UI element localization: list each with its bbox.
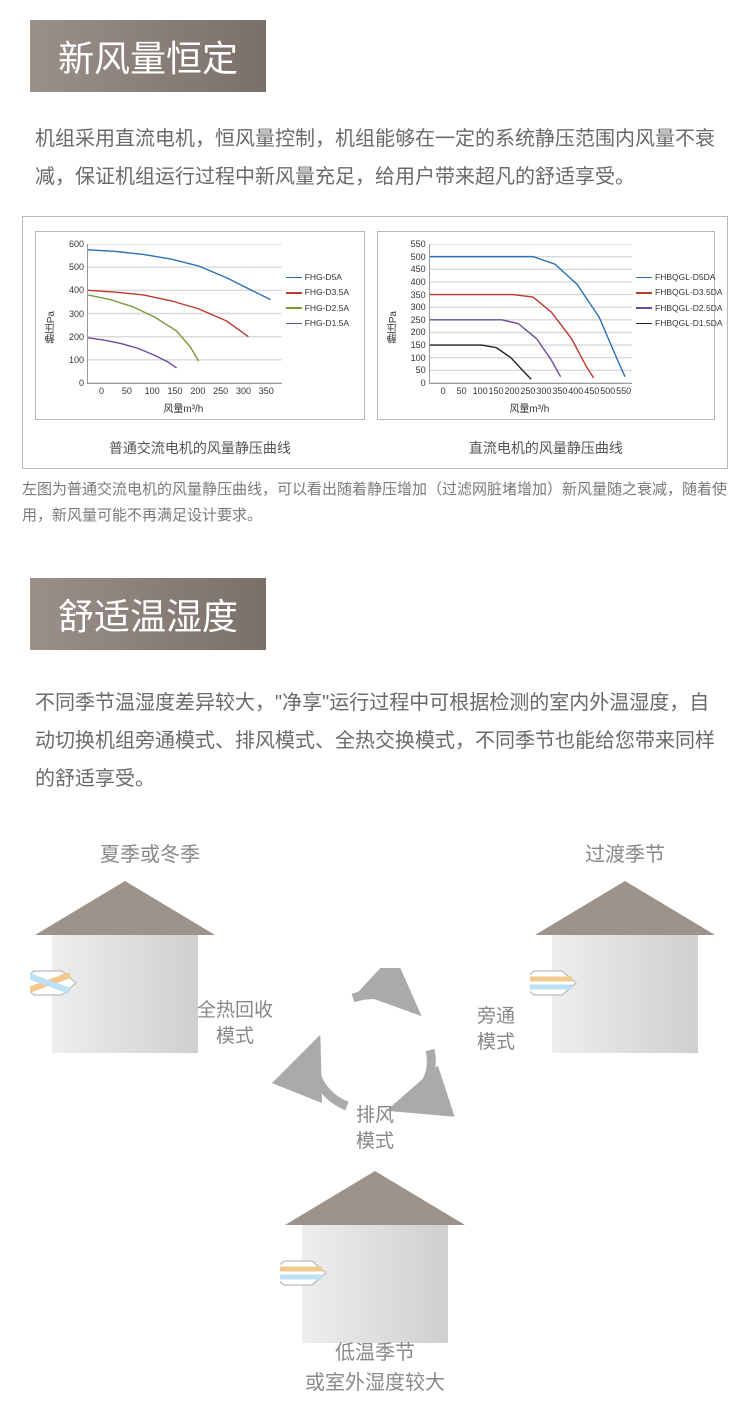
chart2-caption: 直流电机的风量静压曲线	[469, 438, 623, 458]
chart2-panel: 静压Pa 050100150200250300350400450500550 0…	[377, 231, 715, 458]
chart1-plot: 0100200300400500600	[87, 244, 282, 384]
house-label-right: 过渡季节	[585, 838, 665, 867]
charts-container: 静压Pa 0100200300400500600 050100150200250…	[22, 216, 728, 469]
chart2-ylabel: 静压Pa	[384, 311, 403, 343]
house-right	[530, 873, 720, 1063]
chart1-xlabel: 风量m³/h	[85, 400, 282, 415]
chart1-legend: FHG-D5AFHG-D3.5AFHG-D2.5AFHG-D1.5A	[282, 240, 358, 415]
chart1-caption: 普通交流电机的风量静压曲线	[109, 438, 291, 458]
chart2-plot: 050100150200250300350400450500550	[429, 244, 632, 384]
house-bottom	[280, 1163, 470, 1353]
chart1-panel: 静压Pa 0100200300400500600 050100150200250…	[35, 231, 365, 458]
chart2-legend: FHBQGL-D5DAFHBQGL-D3.5DAFHBQGL-D2.5DAFHB…	[632, 240, 708, 415]
cycle-arrows: 全热回收模式 旁通模式 排风模式	[265, 968, 485, 1148]
chart1-ylabel: 静压Pa	[42, 311, 61, 343]
section1-title: 新风量恒定	[30, 20, 266, 92]
mode-recovery: 全热回收模式	[197, 998, 273, 1049]
section1-body: 机组采用直流电机，恒风量控制，机组能够在一定的系统静压范围内风量不衰减，保证机组…	[0, 92, 750, 216]
bottom-caption: 低温季节或室外湿度较大	[305, 1338, 445, 1398]
section2-body: 不同季节温湿度差异较大，"净享"运行过程中可根据检测的室内外温湿度，自动切换机组…	[0, 650, 750, 818]
mode-exhaust: 排风模式	[356, 1103, 394, 1154]
house-label-left: 夏季或冬季	[100, 838, 200, 867]
mode-bypass: 旁通模式	[477, 1004, 515, 1055]
section2-title: 舒适温湿度	[30, 578, 266, 650]
chart1-box: 静压Pa 0100200300400500600 050100150200250…	[35, 231, 365, 420]
section1-footnote: 左图为普通交流电机的风量静压曲线，可以看出随着静压增加（过滤网脏堵增加）新风量随…	[0, 469, 750, 558]
chart2-xlabel: 风量m³/h	[427, 400, 632, 415]
mode-diagram: 夏季或冬季 过渡季节	[0, 838, 750, 1398]
house-left	[30, 873, 220, 1063]
chart2-box: 静压Pa 050100150200250300350400450500550 0…	[377, 231, 715, 420]
